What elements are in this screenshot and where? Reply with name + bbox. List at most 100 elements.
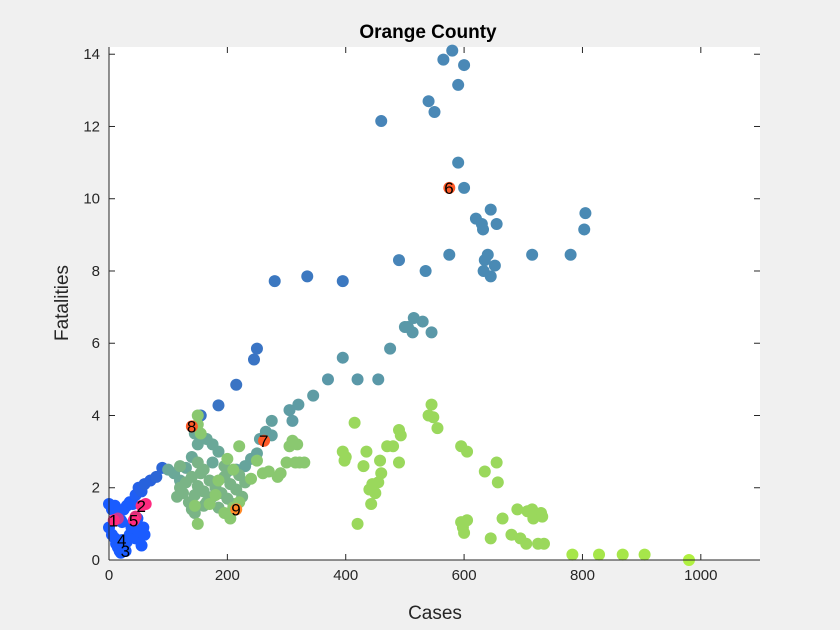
point-label-1: 1 — [109, 511, 118, 530]
data-point — [491, 476, 504, 489]
data-point — [274, 467, 287, 480]
data-point — [437, 53, 450, 66]
data-point — [336, 351, 349, 364]
data-point — [268, 275, 281, 288]
data-point — [616, 548, 629, 561]
point-label-4: 4 — [117, 531, 126, 550]
data-point — [398, 320, 411, 333]
data-point — [365, 498, 378, 511]
data-point — [162, 463, 175, 476]
data-point — [526, 248, 539, 261]
data-point — [488, 259, 501, 272]
data-point — [484, 270, 497, 283]
data-point — [387, 440, 400, 453]
point-label-7: 7 — [259, 432, 268, 451]
data-point — [484, 203, 497, 216]
data-point — [298, 456, 311, 469]
data-point — [348, 416, 361, 429]
data-point — [212, 474, 225, 487]
data-point — [247, 353, 260, 366]
labeled-point-9 — [230, 503, 243, 516]
point-labels: 12 345 6 7 8 9 — [107, 179, 456, 561]
data-point — [416, 315, 429, 328]
point-label-3: 3 — [121, 542, 130, 561]
data-point — [536, 510, 549, 523]
data-point — [458, 526, 471, 539]
x-tick-label: 800 — [570, 567, 595, 584]
data-point — [283, 404, 296, 417]
x-tick-label: 1000 — [684, 567, 717, 584]
data-point — [372, 373, 385, 386]
data-point — [291, 438, 304, 451]
data-point — [174, 460, 187, 473]
point-label-9: 9 — [231, 500, 240, 519]
plot-area — [109, 47, 760, 560]
labeled-point-1 — [107, 514, 120, 527]
data-point — [422, 95, 435, 108]
data-point — [250, 342, 263, 355]
data-point — [321, 373, 334, 386]
labeled-point-7 — [258, 434, 271, 447]
labeled-point-3 — [119, 544, 132, 557]
data-point — [209, 488, 222, 501]
data-point — [490, 218, 503, 231]
data-point — [566, 548, 579, 561]
data-point — [579, 207, 592, 220]
data-point — [250, 454, 263, 467]
y-tick-label: 0 — [92, 552, 100, 569]
data-point — [230, 378, 243, 391]
data-point — [564, 248, 577, 261]
data-point — [280, 456, 293, 469]
data-point — [203, 498, 216, 511]
data-point — [338, 454, 351, 467]
y-tick-label: 10 — [83, 191, 100, 208]
data-point — [458, 181, 471, 194]
x-tick-label: 400 — [333, 567, 358, 584]
x-tick-label: 600 — [452, 567, 477, 584]
data-point — [638, 548, 651, 561]
data-point — [301, 270, 314, 283]
labeled-point-6 — [443, 181, 456, 194]
data-point — [138, 528, 151, 541]
data-point — [224, 512, 237, 525]
data-point — [375, 115, 388, 128]
y-tick-label: 6 — [92, 335, 100, 352]
data-point — [262, 465, 275, 478]
y-tick-label: 14 — [83, 46, 100, 63]
labeled-point-5 — [127, 514, 140, 527]
y-tick-label: 12 — [83, 118, 100, 135]
data-point — [351, 517, 364, 530]
data-point — [197, 485, 210, 498]
data-point — [392, 254, 405, 267]
data-point — [443, 248, 456, 261]
labeled-point-4 — [116, 534, 129, 547]
data-point — [520, 537, 533, 550]
data-point — [427, 411, 440, 424]
x-tick-label: 0 — [105, 567, 113, 584]
data-point — [578, 223, 591, 236]
data-point — [452, 156, 465, 169]
data-point — [197, 463, 210, 476]
data-point — [369, 487, 382, 500]
data-point — [221, 452, 234, 465]
chart-title: Orange County — [359, 22, 497, 43]
data-point — [206, 456, 219, 469]
data-point — [428, 106, 441, 119]
data-point — [375, 467, 388, 480]
data-points — [103, 44, 695, 566]
data-point — [212, 399, 225, 412]
labeled-point-2 — [135, 499, 148, 512]
data-point — [537, 537, 550, 550]
y-tick-label: 4 — [92, 407, 100, 424]
data-point — [286, 414, 299, 427]
data-point — [360, 445, 373, 458]
data-point — [233, 440, 246, 453]
data-point — [425, 398, 438, 411]
data-point — [431, 422, 444, 435]
data-point — [452, 78, 465, 91]
data-point — [461, 514, 474, 527]
data-point — [374, 454, 387, 467]
data-point — [188, 499, 201, 512]
